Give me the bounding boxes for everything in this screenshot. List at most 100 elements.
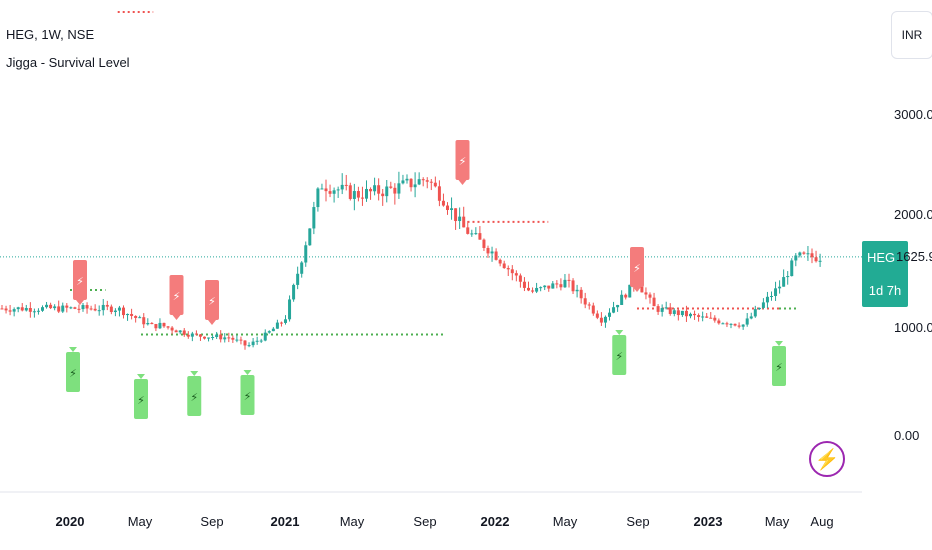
indicator-legend[interactable]: Jigga - Survival Level: [6, 55, 130, 70]
buy-signal-marker[interactable]: ⚡: [134, 374, 148, 419]
candle-body: [770, 296, 773, 298]
candle-body: [352, 191, 356, 199]
candle-body: [680, 310, 684, 316]
candle-body: [122, 307, 125, 316]
sell-signal-marker[interactable]: ⚡: [455, 140, 470, 185]
candle-body: [77, 308, 81, 310]
candle-body: [579, 289, 583, 299]
candle-body: [150, 323, 154, 325]
candle-body: [583, 298, 587, 305]
candle-body: [198, 334, 202, 337]
time-axis-label: Sep: [626, 514, 650, 529]
candle-body: [668, 307, 672, 314]
currency-button[interactable]: INR: [891, 11, 932, 59]
candle-body: [57, 306, 61, 312]
candle-body: [203, 336, 206, 339]
candle-body: [219, 334, 223, 340]
lightning-logo-icon[interactable]: ⚡: [809, 441, 845, 477]
candle-body: [749, 316, 753, 319]
candle-body: [535, 287, 539, 292]
candle-body: [620, 294, 624, 305]
candle-body: [190, 333, 194, 337]
buy-signal-marker[interactable]: ⚡: [772, 341, 786, 386]
sell-signal-marker[interactable]: ⚡: [205, 280, 219, 325]
candle-body: [450, 208, 454, 210]
symbol-legend[interactable]: HEG, 1W, NSE: [6, 27, 95, 42]
candle-body: [45, 304, 49, 308]
candle-body: [4, 308, 8, 311]
time-axis-label: Sep: [200, 514, 224, 529]
candle-body: [482, 239, 486, 248]
buy-signal-marker[interactable]: ⚡: [240, 370, 255, 415]
candle-body: [16, 307, 20, 310]
candle-body: [377, 185, 381, 194]
candle-body: [385, 186, 389, 197]
candle-body: [798, 252, 802, 256]
candle-body: [162, 322, 166, 327]
candle-body: [709, 317, 713, 319]
candle-body: [676, 310, 680, 316]
candle-body: [356, 191, 360, 198]
candle-body: [178, 330, 182, 333]
candle-body: [652, 297, 656, 307]
candle-body: [563, 279, 567, 288]
buy-signal-marker[interactable]: ⚡: [66, 347, 80, 392]
candle-body: [429, 181, 433, 183]
candle-body: [130, 313, 134, 316]
sell-signal-marker[interactable]: ⚡: [169, 275, 184, 320]
candle-body: [41, 307, 44, 311]
candle-body: [684, 310, 688, 317]
candle-body: [745, 318, 749, 325]
candle-body: [328, 191, 332, 194]
candle-body: [255, 340, 259, 342]
candle-body: [259, 340, 263, 342]
buy-signal-marker[interactable]: ⚡: [612, 330, 627, 375]
candle-body: [28, 308, 32, 312]
lightning-bolt-icon: ⚡: [208, 295, 216, 308]
candle-body: [24, 308, 28, 311]
candle-body: [433, 182, 437, 187]
candle-body: [409, 178, 413, 188]
candle-body: [413, 184, 417, 188]
candle-body: [393, 187, 397, 194]
candle-body: [166, 326, 170, 328]
candle-body: [786, 276, 790, 278]
bar-countdown-tag: 1d 7h: [862, 274, 908, 307]
candle-body: [89, 308, 93, 310]
candle-body: [494, 251, 498, 260]
lightning-bolt-icon: ⚡: [190, 391, 198, 404]
time-axis-label: 2020: [55, 514, 85, 529]
candle-body: [397, 183, 401, 194]
candle-body: [628, 284, 632, 298]
buy-signal-marker[interactable]: ⚡: [187, 371, 202, 416]
last-price-tag: HEG: [862, 241, 908, 274]
candle-body: [182, 330, 186, 335]
candle-body: [113, 310, 117, 313]
candle-body: [474, 233, 478, 235]
candle-body: [810, 253, 814, 258]
candle-body: [53, 306, 57, 309]
sell-signal-marker[interactable]: ⚡: [73, 260, 87, 305]
price-axis-label: 1000.00: [894, 320, 932, 335]
candle-body: [275, 322, 279, 329]
lightning-bolt-icon: ⚡: [775, 361, 783, 374]
candle-body: [713, 317, 717, 321]
candle-body: [664, 307, 668, 309]
candle-body: [446, 205, 449, 210]
candle-body: [587, 304, 591, 306]
candle-body: [69, 307, 73, 309]
candle-body: [599, 317, 603, 323]
candle-body: [296, 273, 300, 285]
candle-body: [215, 334, 219, 337]
time-axis-label: May: [339, 514, 365, 529]
candle-body: [794, 255, 798, 261]
candle-body: [458, 216, 462, 222]
candle-body: [373, 185, 377, 192]
candle-body: [117, 307, 121, 311]
sell-signal-marker[interactable]: ⚡: [630, 247, 644, 292]
candle-body: [12, 309, 16, 312]
candle-body: [721, 323, 725, 325]
candle-body: [514, 273, 518, 276]
candle-body: [243, 340, 247, 346]
